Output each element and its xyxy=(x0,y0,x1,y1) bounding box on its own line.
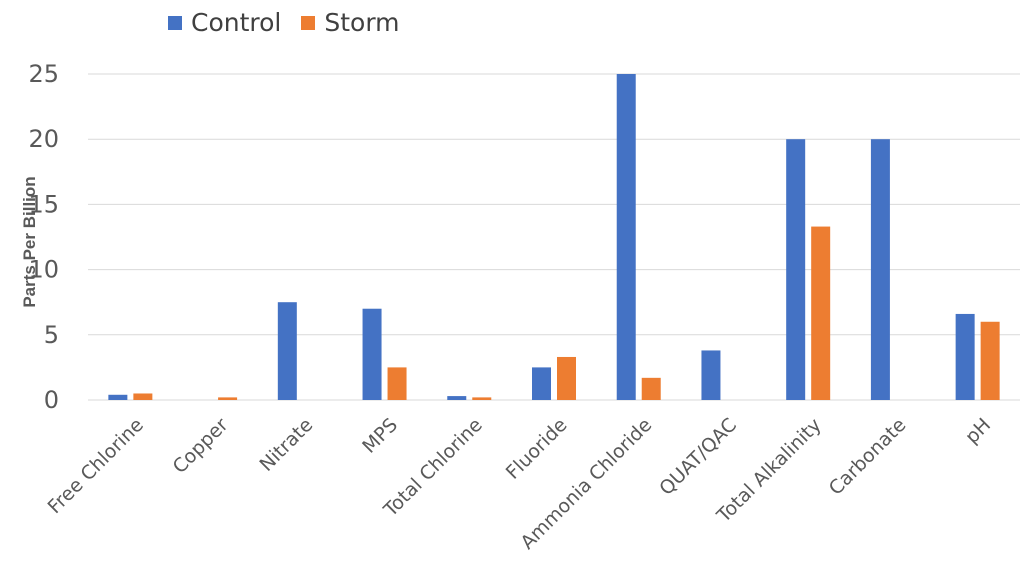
x-tick-label: QUAT/QAC xyxy=(655,414,741,500)
y-tick-label: 20 xyxy=(28,125,59,153)
x-tick-label: Carbonate xyxy=(825,414,911,500)
bar-control-9 xyxy=(870,139,890,400)
y-tick-label: 25 xyxy=(28,60,59,88)
bar-control-4 xyxy=(447,396,467,400)
x-tick-label: Nitrate xyxy=(255,414,317,476)
x-tick-label: Copper xyxy=(169,414,233,478)
bar-control-2 xyxy=(277,302,297,400)
y-tick-label: 10 xyxy=(28,256,59,284)
bar-storm-5 xyxy=(557,356,576,400)
bar-control-5 xyxy=(532,367,551,400)
bar-storm-0 xyxy=(133,393,153,400)
bar-control-3 xyxy=(362,308,382,400)
bar-control-8 xyxy=(786,139,806,400)
x-tick-label: MPS xyxy=(358,414,402,458)
y-tick-label: 15 xyxy=(28,190,59,218)
x-tick-label: pH xyxy=(961,414,995,448)
legend-swatch-control xyxy=(168,15,182,30)
legend-label-storm: Storm xyxy=(324,8,400,37)
x-tick-label: Free Chlorine xyxy=(44,414,148,518)
legend-label-control: Control xyxy=(191,8,282,37)
bar-storm-6 xyxy=(641,377,661,400)
bar-control-7 xyxy=(701,350,721,400)
bar-control-6 xyxy=(616,74,636,400)
legend-item-storm: Storm xyxy=(301,8,400,37)
legend: Control Storm xyxy=(168,8,420,37)
bar-storm-3 xyxy=(387,367,407,400)
y-tick-label: 5 xyxy=(44,321,59,349)
bar-control-0 xyxy=(108,394,128,400)
bar-storm-8 xyxy=(811,226,831,400)
bar-storm-10 xyxy=(980,321,1000,400)
y-tick-label: 0 xyxy=(44,386,59,414)
bar-storm-4 xyxy=(472,397,492,400)
legend-item-control: Control xyxy=(168,8,281,37)
bar-control-10 xyxy=(955,313,975,400)
bar-storm-1 xyxy=(218,397,238,400)
legend-swatch-storm xyxy=(301,15,316,30)
x-tick-label: Fluoride xyxy=(502,414,572,484)
